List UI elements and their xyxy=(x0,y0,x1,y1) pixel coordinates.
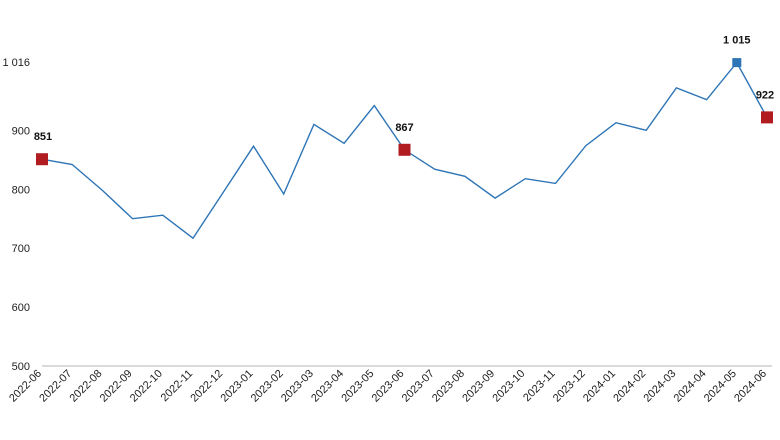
data-label: 867 xyxy=(395,122,413,134)
x-tick-label: 2023-12 xyxy=(551,368,588,405)
x-tick-label: 2022-07 xyxy=(37,368,74,405)
x-tick-label: 2022-09 xyxy=(98,368,135,405)
x-tick-label: 2023-08 xyxy=(430,368,467,405)
y-tick-label: 800 xyxy=(12,184,30,196)
x-tick-label: 2024-04 xyxy=(672,368,709,405)
x-tick-label: 2022-08 xyxy=(68,368,105,405)
x-tick-label: 2024-05 xyxy=(702,368,739,405)
x-tick-label: 2024-02 xyxy=(611,368,648,405)
x-tick-label: 2023-01 xyxy=(219,368,256,405)
x-tick-label: 2023-04 xyxy=(309,368,346,405)
x-tick-label: 2023-05 xyxy=(339,368,376,405)
highlight-marker xyxy=(398,143,411,156)
x-tick-label: 2023-07 xyxy=(400,368,437,405)
data-label: 1 015 xyxy=(723,35,751,47)
highlight-marker xyxy=(36,153,48,166)
y-tick-label: 900 xyxy=(12,125,30,137)
x-tick-label: 2024-01 xyxy=(581,368,618,405)
y-tick-label: 1 016 xyxy=(2,57,30,69)
x-tick-label: 2022-06 xyxy=(7,368,44,405)
highlight-markers xyxy=(36,58,773,166)
x-tick-label: 2024-06 xyxy=(732,368,769,405)
x-tick-label: 2022-12 xyxy=(188,368,225,405)
highlight-marker xyxy=(761,111,773,124)
y-axis-tick-labels: 500 600 700 800 900 1 016 xyxy=(2,57,30,373)
data-labels: 851 867 1 015 922 xyxy=(34,35,774,144)
x-tick-label: 2024-03 xyxy=(641,368,678,405)
x-tick-label: 2023-06 xyxy=(370,368,407,405)
data-label: 851 xyxy=(34,131,52,143)
x-tick-label: 2023-02 xyxy=(249,368,286,405)
y-tick-label: 500 xyxy=(12,361,30,373)
y-tick-label: 700 xyxy=(12,243,30,255)
highlight-marker xyxy=(732,58,742,68)
x-tick-label: 2022-10 xyxy=(128,368,165,405)
x-tick-label: 2023-10 xyxy=(490,368,527,405)
x-tick-label: 2023-09 xyxy=(460,368,497,405)
y-tick-label: 600 xyxy=(12,302,30,314)
x-tick-label: 2023-03 xyxy=(279,368,316,405)
data-label: 922 xyxy=(756,89,774,101)
